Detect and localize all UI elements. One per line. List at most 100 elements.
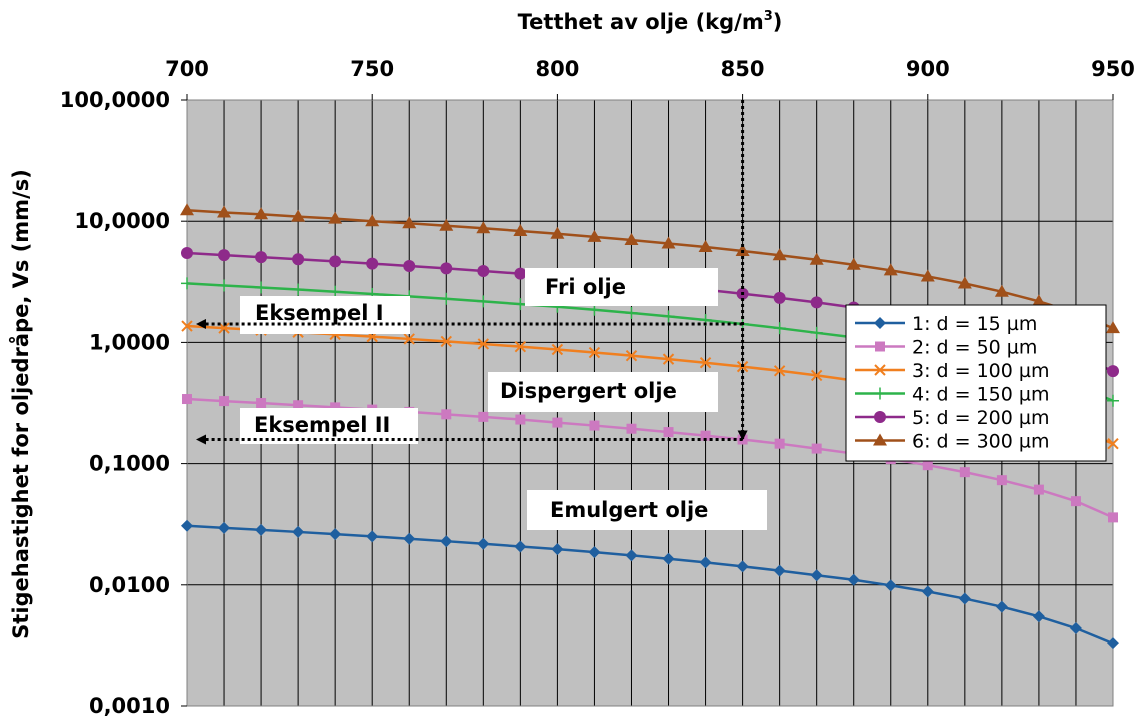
legend-marker — [874, 317, 886, 329]
data-point — [440, 292, 453, 305]
data-point — [1107, 365, 1119, 378]
x-tick-label: 900 — [906, 57, 950, 81]
data-point — [698, 240, 713, 253]
data-point — [1031, 294, 1046, 307]
data-point — [217, 205, 232, 218]
data-point — [1107, 637, 1119, 650]
data-point — [181, 277, 193, 290]
data-point — [772, 248, 787, 261]
data-point — [626, 423, 637, 434]
data-point — [403, 532, 416, 545]
data-point — [514, 267, 527, 280]
series-6 — [180, 203, 1120, 334]
data-point — [552, 417, 563, 428]
data-point — [477, 338, 490, 350]
data-point — [218, 249, 231, 262]
data-point — [625, 306, 638, 319]
data-point — [1069, 622, 1082, 635]
data-point — [181, 247, 193, 260]
data-point — [219, 396, 230, 407]
data-point — [846, 257, 861, 270]
series-line — [186, 209, 1114, 330]
data-point — [625, 349, 638, 362]
y-axis-title: Stigehastighet for oljedråpe, Vs (mm/s) — [8, 169, 33, 639]
data-point — [255, 523, 268, 536]
data-point — [884, 579, 897, 592]
data-point — [588, 346, 601, 359]
y-tick-label: 10,0000 — [74, 209, 170, 233]
annotation-emulgert-olje: Emulgert olje — [527, 490, 767, 530]
annotation-eksempel-1: Eksempel I — [240, 296, 410, 334]
data-point — [589, 420, 600, 431]
legend-entry: 6: d = 300 µm — [855, 431, 1050, 453]
data-point — [291, 209, 306, 222]
data-point — [329, 285, 342, 298]
annotation-dispergert-olje: Dispergert olje — [488, 372, 718, 412]
annotation-eksempel-1-box — [240, 296, 410, 334]
data-point — [439, 218, 454, 231]
data-point — [773, 564, 786, 577]
data-point — [1108, 512, 1118, 523]
data-point — [663, 427, 674, 438]
data-point — [587, 229, 602, 242]
data-point — [181, 320, 193, 332]
series-line — [186, 397, 1114, 519]
data-point — [292, 283, 305, 296]
legend-label: 4: d = 150 µm — [912, 384, 1050, 406]
data-point — [292, 253, 305, 266]
annotation-eksempel-2: Eksempel II — [240, 408, 418, 444]
data-point — [810, 569, 823, 582]
data-point — [921, 585, 934, 598]
data-point — [699, 356, 712, 369]
data-point — [366, 530, 379, 543]
data-point — [441, 409, 452, 420]
annotation-dispergert-olje-text: Dispergert olje — [500, 379, 677, 403]
data-point — [588, 546, 601, 559]
data-point — [810, 369, 823, 382]
data-point — [624, 233, 639, 246]
data-point — [662, 552, 675, 565]
data-point — [292, 525, 305, 538]
data-point — [478, 411, 489, 422]
data-point — [883, 263, 898, 276]
data-point — [218, 322, 230, 334]
data-point — [920, 269, 935, 282]
legend-label: 2: d = 50 µm — [912, 337, 1037, 359]
legend-label: 6: d = 300 µm — [912, 431, 1050, 453]
data-point — [514, 340, 527, 353]
data-point — [329, 255, 342, 268]
legend-entry: 2: d = 50 µm — [855, 337, 1037, 359]
y-tick-label: 0,0010 — [89, 694, 170, 717]
data-point — [551, 343, 564, 356]
x-tick-label: 750 — [350, 57, 394, 81]
data-point — [255, 281, 268, 294]
annotation-fri-olje-text: Fri olje — [545, 275, 626, 299]
data-point — [218, 521, 231, 534]
data-point — [773, 322, 786, 335]
annotation-emulgert-olje-box — [527, 490, 767, 530]
data-point — [1106, 321, 1120, 334]
y-tick-label: 100,0000 — [60, 88, 170, 112]
legend-entry: 5: d = 200 µm — [855, 407, 1050, 429]
data-point — [662, 353, 675, 365]
data-point — [366, 257, 379, 270]
data-point — [477, 265, 490, 278]
data-point — [773, 291, 786, 304]
data-point — [994, 284, 1009, 297]
data-point — [661, 236, 676, 249]
data-point — [700, 430, 711, 441]
data-point — [995, 600, 1008, 613]
annotation-emulgert-olje-text: Emulgert olje — [550, 498, 708, 522]
x-axis-title: Tetthet av olje (kg/m3) — [518, 9, 783, 34]
data-point — [810, 296, 823, 309]
y-tick-label: 1,0000 — [89, 330, 170, 354]
data-point — [773, 365, 786, 377]
data-point — [180, 203, 194, 216]
data-point — [1032, 610, 1045, 623]
data-point — [477, 537, 490, 550]
data-point — [440, 335, 452, 348]
legend-marker — [874, 364, 886, 376]
data-point — [958, 592, 971, 605]
annotation-fri-olje-box — [525, 268, 718, 306]
